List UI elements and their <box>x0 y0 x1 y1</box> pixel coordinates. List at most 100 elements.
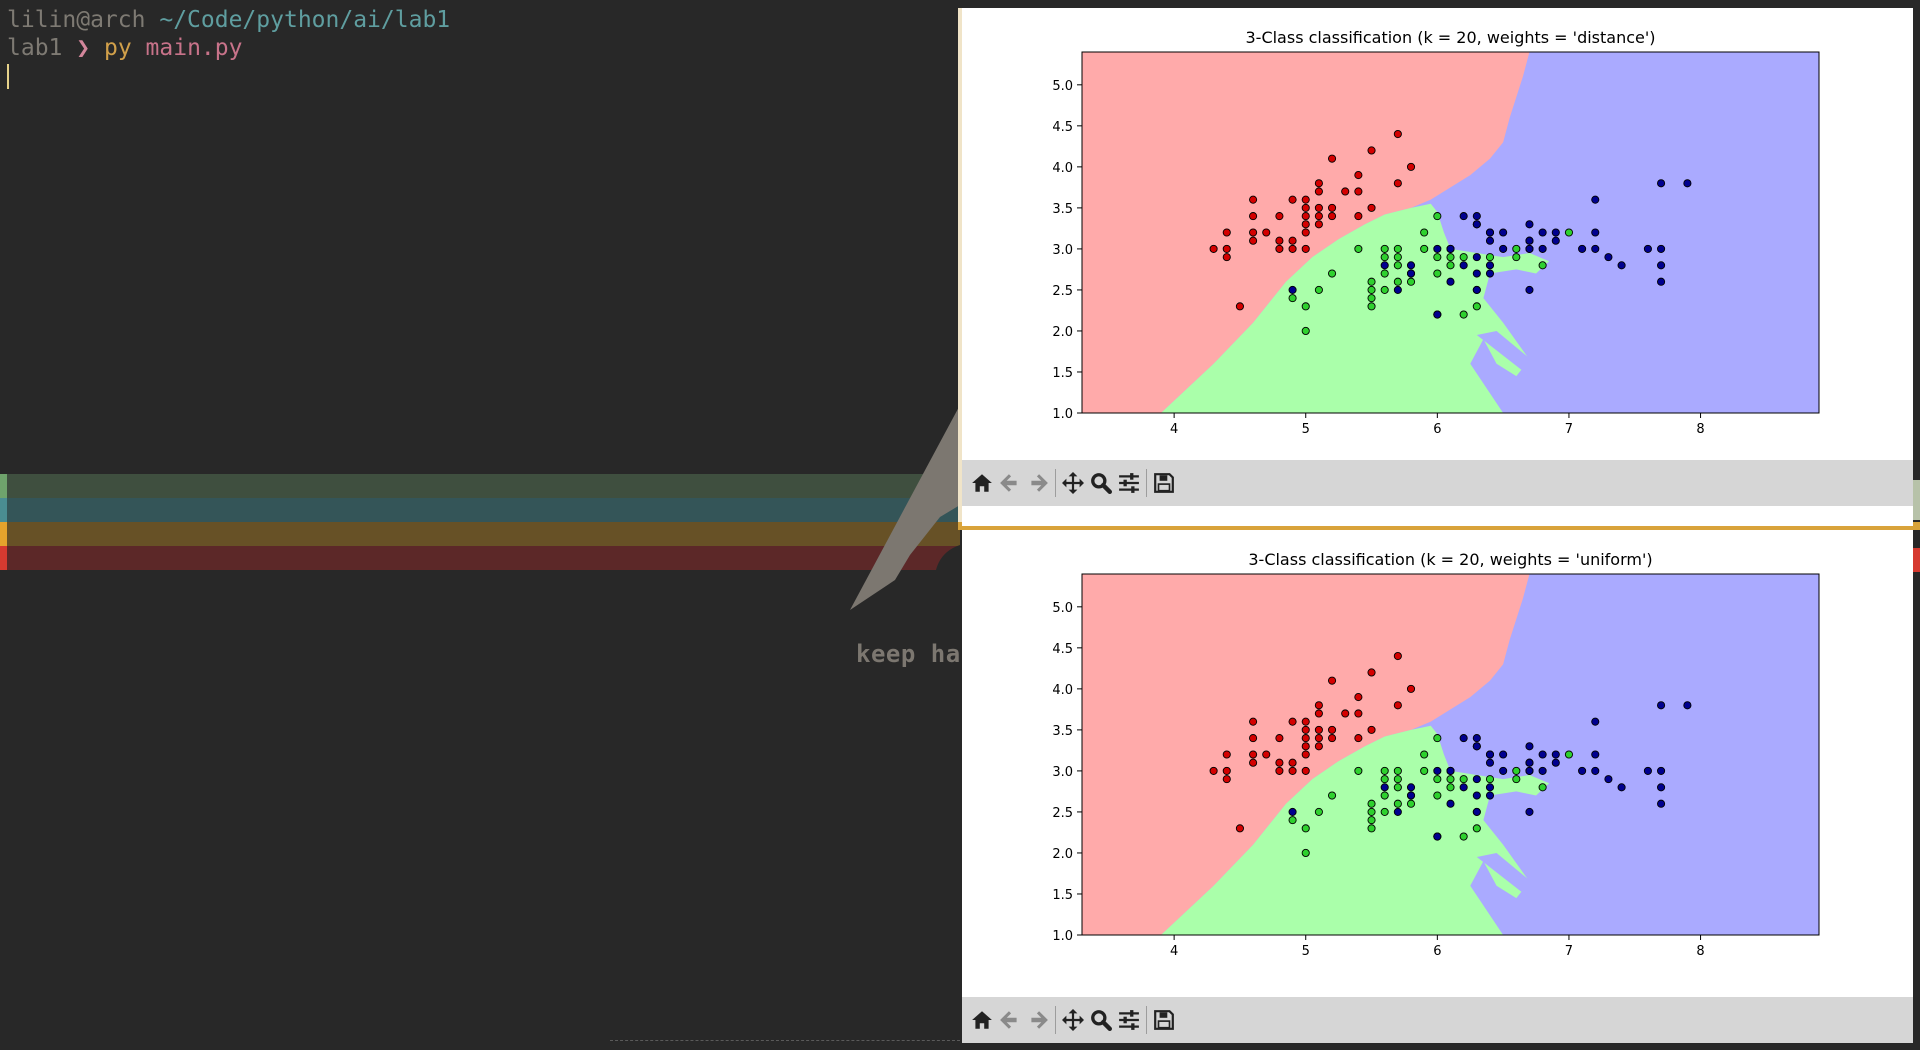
data-point-green <box>1393 783 1402 792</box>
plot-area[interactable] <box>1082 574 1819 935</box>
prompt-line: lilin@arch ~/Code/python/ai/lab1 <box>7 6 962 34</box>
y-tick-label: 3.0 <box>1052 243 1073 258</box>
save-disk-button[interactable] <box>1150 467 1178 499</box>
forward-arrow-button[interactable] <box>1024 1004 1052 1036</box>
pan-move-button[interactable] <box>1059 467 1087 499</box>
data-point-blue <box>1485 228 1495 237</box>
y-tick-label: 4.0 <box>1052 683 1073 698</box>
back-arrow-button[interactable] <box>996 1004 1024 1036</box>
prompt-arrow-icon: ❯ <box>76 35 91 61</box>
data-point-green <box>1420 228 1429 237</box>
y-tick-label: 5.0 <box>1052 601 1073 616</box>
data-point-red <box>1222 244 1231 253</box>
data-point-green <box>1367 799 1376 808</box>
data-point-blue <box>1485 758 1495 767</box>
data-point-green <box>1354 244 1363 253</box>
data-point-red <box>1222 750 1231 759</box>
data-point-blue <box>1472 791 1481 800</box>
x-tick-label: 8 <box>1696 944 1704 959</box>
x-tick-label: 4 <box>1170 422 1178 437</box>
forward-arrow-button[interactable] <box>1024 467 1052 499</box>
terminal-window[interactable]: lilin@arch ~/Code/python/ai/lab1 lab1 ❯ … <box>0 0 962 1050</box>
y-tick-label: 2.0 <box>1052 325 1073 340</box>
y-tick-label: 1.0 <box>1052 407 1073 422</box>
data-point-red <box>1288 717 1297 726</box>
plot-window-distance[interactable]: 4 5 6 7 8 1.0 1.5 2.0 2.5 3.0 3.5 4.0 4.5 5.0 3-Class … <box>962 8 1913 526</box>
data-point-red <box>1301 220 1310 229</box>
data-point-blue <box>1657 277 1666 286</box>
data-point-blue <box>1525 807 1534 816</box>
window-border-focus <box>958 522 1920 530</box>
data-point-red <box>1393 701 1402 710</box>
data-point-blue <box>1485 261 1495 270</box>
data-point-blue <box>1578 244 1587 253</box>
data-point-red <box>1314 701 1323 710</box>
prompt-user: lilin@arch <box>7 7 146 33</box>
data-point-red <box>1354 693 1363 702</box>
data-point-green <box>1380 766 1389 775</box>
data-point-blue <box>1485 750 1495 759</box>
data-point-red <box>1288 195 1297 204</box>
data-point-blue <box>1472 775 1481 784</box>
data-point-red <box>1288 758 1297 767</box>
data-point-red <box>1301 734 1310 743</box>
data-point-green <box>1301 848 1310 858</box>
input-line[interactable] <box>7 62 962 90</box>
home-button[interactable] <box>968 467 996 499</box>
data-point-green <box>1538 261 1547 270</box>
region-blue-island <box>1476 330 1537 377</box>
data-point-green <box>1433 212 1442 221</box>
configure-sliders-button[interactable] <box>1115 1004 1143 1036</box>
back-arrow-button[interactable] <box>996 467 1024 499</box>
y-tick-label: 3.0 <box>1052 765 1073 780</box>
data-point-green <box>1406 799 1416 808</box>
data-point-red <box>1301 725 1310 734</box>
data-point-blue <box>1525 220 1534 229</box>
zoom-magnifier-button[interactable] <box>1087 467 1115 499</box>
data-point-green <box>1459 253 1468 262</box>
data-point-blue <box>1499 228 1508 237</box>
data-point-blue <box>1657 261 1666 270</box>
data-point-green <box>1512 244 1521 253</box>
data-point-red <box>1314 709 1323 718</box>
pan-move-button[interactable] <box>1059 1004 1087 1036</box>
matplotlib-toolbar <box>962 997 1913 1043</box>
data-point-blue <box>1380 783 1389 792</box>
data-point-red <box>1354 187 1363 196</box>
plot-window-uniform[interactable]: 4 5 6 7 8 1.0 1.5 2.0 2.5 3.0 3.5 4.0 4.5 5.0 3-Class … <box>962 530 1913 1043</box>
data-point-blue <box>1433 310 1442 319</box>
data-point-red <box>1249 750 1258 759</box>
axes-frame <box>1081 573 1820 936</box>
data-point-blue <box>1472 807 1481 816</box>
data-point-green <box>1380 285 1389 294</box>
plot-area[interactable] <box>1082 52 1819 413</box>
data-point-blue <box>1657 244 1666 253</box>
data-point-red <box>1314 220 1323 229</box>
data-point-blue <box>1485 783 1495 792</box>
data-point-blue <box>1551 750 1560 759</box>
zoom-magnifier-icon <box>1091 1010 1112 1031</box>
configure-sliders-button[interactable] <box>1115 467 1143 499</box>
x-tick-label: 7 <box>1565 422 1573 437</box>
data-point-green <box>1485 253 1495 262</box>
data-point-blue <box>1683 179 1692 188</box>
data-point-red <box>1301 766 1310 775</box>
data-point-green <box>1301 824 1310 833</box>
data-point-red <box>1275 766 1284 775</box>
data-point-red <box>1249 228 1258 237</box>
data-point-red <box>1222 228 1231 237</box>
home-button[interactable] <box>968 1004 996 1036</box>
data-point-green <box>1406 277 1416 286</box>
data-point-blue <box>1446 799 1455 808</box>
zoom-magnifier-button[interactable] <box>1087 1004 1115 1036</box>
data-point-blue <box>1643 766 1652 775</box>
data-point-red <box>1301 228 1310 237</box>
y-tick-label: 3.5 <box>1052 724 1073 739</box>
data-point-blue <box>1617 261 1626 270</box>
data-point-green <box>1433 775 1442 784</box>
data-point-blue <box>1578 766 1587 775</box>
save-disk-button[interactable] <box>1150 1004 1178 1036</box>
wallpaper-stripe-teal <box>0 498 960 522</box>
data-point-blue <box>1525 766 1534 775</box>
data-point-blue <box>1459 212 1468 221</box>
